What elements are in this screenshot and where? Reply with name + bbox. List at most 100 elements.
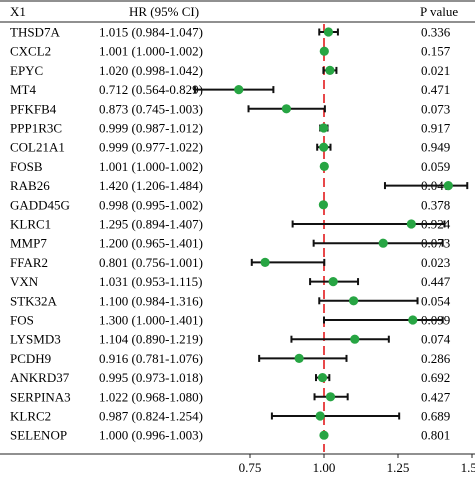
hr-ci-text: 1.031 (0.953-1.115) (99, 274, 203, 289)
x-tick-label: 1.25 (387, 460, 410, 475)
forest-row: EPYC 1.020 (0.998-1.042) 0.021 (10, 63, 450, 78)
forest-row: THSD7A 1.015 (0.984-1.047) 0.336 (10, 25, 451, 40)
p-value-text: 0.336 (421, 25, 451, 40)
hr-point (234, 85, 244, 95)
gene-label: PPP1R3C (10, 121, 62, 136)
forest-row: PPP1R3C 0.999 (0.987-1.012) 0.917 (10, 121, 451, 136)
hr-ci-text: 1.020 (0.998-1.042) (99, 63, 203, 78)
forest-rows: THSD7A 1.015 (0.984-1.047) 0.336 CXCL2 1.001… (10, 24, 469, 452)
hr-point (325, 392, 336, 402)
forest-row: COL21A1 0.999 (0.977-1.022) 0.949 (10, 140, 450, 155)
forest-row: STK32A 1.100 (0.984-1.316) 0.054 (10, 293, 451, 308)
forest-row: SELENOP 1.000 (0.996-1.003) 0.801 (10, 428, 450, 443)
hr-ci-text: 0.801 (0.756-1.001) (99, 255, 203, 270)
hr-ci-text: 0.916 (0.781-1.076) (99, 351, 203, 366)
hr-point (319, 161, 329, 171)
forest-row: RAB26 1.420 (1.206-1.484) 0.041 (10, 178, 469, 193)
hr-ci-text: 0.999 (0.977-1.022) (99, 140, 203, 155)
gene-label: FFAR2 (10, 255, 48, 270)
gene-label: MMP7 (10, 236, 47, 251)
hr-point (406, 219, 416, 229)
hr-point (318, 200, 329, 210)
forest-row: CXCL2 1.001 (1.000-1.002) 0.157 (10, 44, 451, 59)
hr-ci-text: 0.998 (0.995-1.002) (99, 197, 203, 212)
forest-row: GADD45G 0.998 (0.995-1.002) 0.378 (10, 197, 450, 212)
gene-label: THSD7A (10, 25, 60, 40)
hr-ci-text: 1.000 (0.996-1.003) (99, 428, 203, 443)
forest-row: KLRC1 1.295 (0.894-1.407) 0.924 (10, 217, 451, 232)
forest-row: PFKFB4 0.873 (0.745-1.003) 0.073 (10, 101, 450, 116)
p-value-text: 0.073 (421, 101, 450, 116)
gene-label: SELENOP (10, 428, 67, 443)
hr-ci-text: 1.001 (1.000-1.002) (99, 159, 203, 174)
hr-ci-text: 1.022 (0.968-1.080) (99, 389, 203, 404)
hr-column-header: HR (95% CI) (129, 4, 199, 19)
gene-label: FOS (10, 313, 34, 328)
hr-point (323, 27, 334, 37)
p-value-text: 0.059 (421, 159, 450, 174)
gene-label: RAB26 (10, 178, 50, 193)
hr-point (319, 123, 329, 133)
hr-ci-text: 0.999 (0.987-1.012) (99, 121, 203, 136)
hr-point (378, 238, 388, 248)
hr-ci-text: 0.712 (0.564-0.829) (99, 82, 203, 97)
hr-ci-text: 1.104 (0.890-1.219) (99, 332, 203, 347)
hr-ci-text: 1.015 (0.984-1.047) (99, 25, 203, 40)
hr-ci-text: 1.001 (1.000-1.002) (99, 44, 203, 59)
hr-ci-text: 0.995 (0.973-1.018) (99, 370, 203, 385)
hr-point (281, 104, 292, 114)
forest-row: MT4 0.712 (0.564-0.829) 0.471 (10, 82, 450, 97)
hr-point (319, 142, 329, 152)
p-value-text: 0.286 (421, 351, 451, 366)
hr-point (260, 257, 270, 267)
x-tick-label: 1.50 (461, 460, 475, 475)
hr-point (319, 46, 329, 56)
x-tick-label: 0.75 (239, 460, 262, 475)
hr-ci-text: 1.300 (1.000-1.401) (99, 313, 203, 328)
p-value-text: 0.378 (421, 197, 450, 212)
hr-point (317, 373, 328, 383)
x-axis: 0.75 1.00 1.25 1.50 (0, 453, 475, 475)
forest-row: PCDH9 0.916 (0.781-1.076) 0.286 (10, 351, 451, 366)
gene-label: GADD45G (10, 197, 70, 212)
gene-label: KLRC1 (10, 217, 51, 232)
p-value-text: 0.801 (421, 428, 450, 443)
p-value-text: 0.471 (421, 82, 450, 97)
hr-point (408, 315, 418, 325)
p-value-text: 0.689 (421, 409, 450, 424)
gene-label: PCDH9 (10, 351, 51, 366)
hr-ci-text: 0.987 (0.824-1.254) (99, 409, 203, 424)
p-value-text: 0.949 (421, 140, 450, 155)
p-value-text: 0.054 (421, 293, 451, 308)
gene-label: COL21A1 (10, 140, 65, 155)
hr-ci-text: 0.873 (0.745-1.003) (99, 101, 203, 116)
forest-row: ANKRD37 0.995 (0.973-1.018) 0.692 (10, 370, 450, 385)
gene-label: EPYC (10, 63, 43, 78)
gene-label: KLRC2 (10, 409, 51, 424)
gene-label: MT4 (10, 82, 37, 97)
forest-row: KLRC2 0.987 (0.824-1.254) 0.689 (10, 409, 450, 424)
p-value-text: 0.023 (421, 255, 450, 270)
x-tick-label: 1.00 (313, 460, 336, 475)
forest-row: VXN 1.031 (0.953-1.115) 0.447 (10, 274, 451, 289)
forest-row: FOSB 1.001 (1.000-1.002) 0.059 (10, 159, 450, 174)
forest-row: SERPINA3 1.022 (0.968-1.080) 0.427 (10, 389, 451, 404)
hr-ci-text: 1.100 (0.984-1.316) (99, 293, 203, 308)
hr-ci-text: 1.420 (1.206-1.484) (99, 178, 203, 193)
hr-point (349, 296, 359, 306)
p-value-text: 0.692 (421, 370, 450, 385)
hr-point (294, 353, 304, 363)
gene-label: STK32A (10, 293, 58, 308)
table-header: X1 HR (95% CI) P value (0, 0, 475, 23)
hr-point (350, 334, 360, 344)
gene-label: FOSB (10, 159, 43, 174)
gene-column-header: X1 (10, 4, 26, 19)
p-value-text: 0.427 (421, 389, 451, 404)
hr-point (443, 181, 453, 191)
p-value-column-header: P value (420, 4, 458, 19)
p-value-text: 0.157 (421, 44, 451, 59)
hr-point (319, 430, 329, 440)
forest-row: FFAR2 0.801 (0.756-1.001) 0.023 (10, 255, 450, 270)
gene-label: VXN (10, 274, 39, 289)
